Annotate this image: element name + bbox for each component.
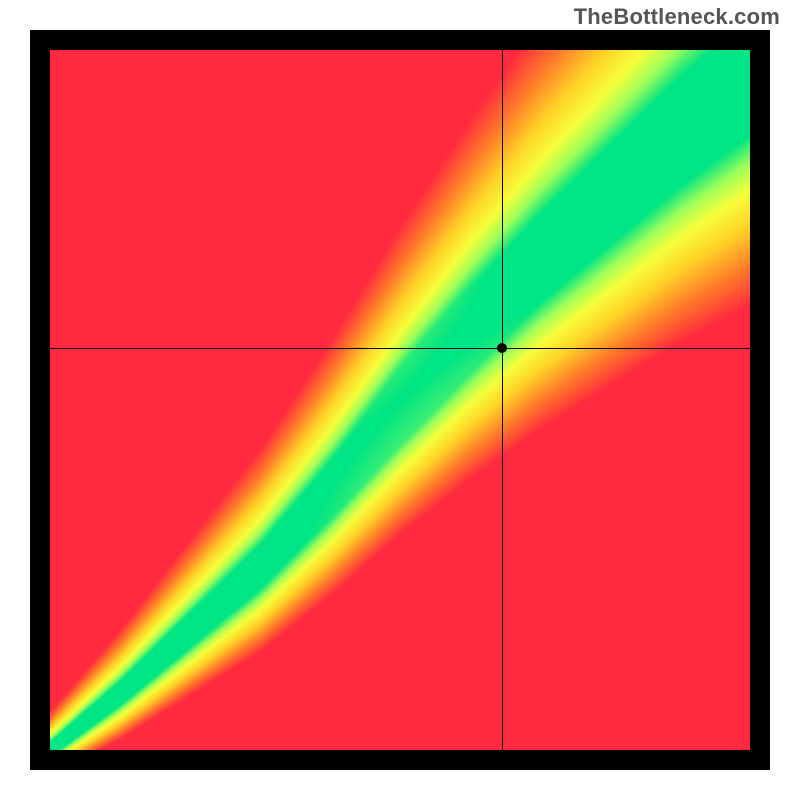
crosshair-horizontal [50, 348, 750, 349]
crosshair-vertical [502, 50, 503, 750]
plot-frame [30, 30, 770, 770]
heatmap-canvas [50, 50, 750, 750]
plot-area [50, 50, 750, 750]
crosshair-marker [497, 343, 507, 353]
watermark-text[interactable]: TheBottleneck.com [574, 4, 780, 30]
chart-container: TheBottleneck.com [0, 0, 800, 800]
